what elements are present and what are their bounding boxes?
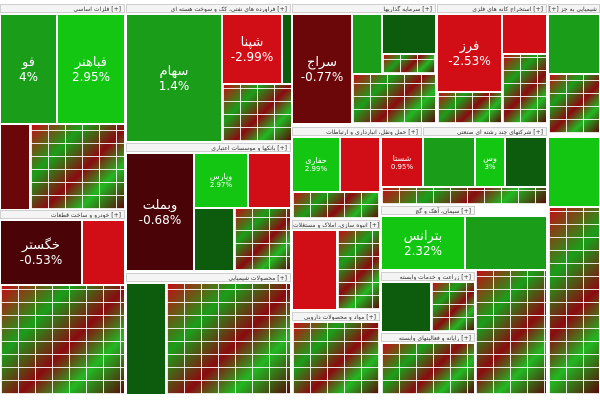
stock-tile[interactable]: فو 4% [0,14,57,124]
stock-tile[interactable] [82,220,125,285]
sector-header[interactable]: فراورده های نفتی، کک و سوخت هسته ای [+] [126,4,291,13]
stock-change: 3% [484,162,496,171]
stock-tile[interactable]: فرز -2.53% [437,14,502,92]
stock-symbol: وس [483,153,497,163]
sector-header[interactable]: استخراج کانه های فلزی [+] [437,4,547,13]
stock-tile-group[interactable] [166,283,291,395]
stock-tile[interactable]: وس 3% [475,137,505,187]
stock-tile[interactable]: شپنا -2.99% [222,14,282,84]
stock-tile[interactable] [0,124,30,210]
stock-change: -0.77% [300,69,344,84]
stock-tile[interactable] [423,137,475,187]
stock-change: 1.4% [158,78,190,93]
stock-tile-group[interactable] [337,230,380,310]
stock-tile[interactable]: وبملت -0.68% [126,153,194,271]
stock-tile[interactable]: خگستر -0.53% [0,220,82,285]
stock-tile[interactable] [502,14,547,54]
sector-header[interactable]: زراعت و خدمات وابسته [+] [381,272,475,281]
stock-tile-group[interactable] [381,187,547,205]
stock-symbol: سراج [306,54,338,70]
stock-tile-group[interactable] [292,192,380,219]
stock-tile[interactable] [282,14,292,84]
stock-tile[interactable] [126,283,166,395]
sector-header[interactable]: بانکها و موسسات اعتباری [+] [126,143,291,152]
stock-symbol: شپنا [240,34,264,50]
stock-tile[interactable]: فباهنر 2.95% [57,14,125,124]
stock-symbol: شستا [392,153,412,163]
stock-tile-group[interactable] [548,207,600,395]
stock-change: 4% [18,69,39,84]
stock-tile[interactable] [505,137,547,187]
stock-tile[interactable] [548,14,600,74]
stock-tile[interactable]: سراج -0.77% [292,14,352,124]
stock-change: 2.99% [304,165,328,173]
stock-symbol: سهام [159,63,189,79]
stock-change: -0.53% [19,253,63,267]
stock-symbol: بترانس [403,228,443,244]
sector-header[interactable]: مواد و محصولات دارویی [+] [292,312,380,321]
stock-tile-group[interactable] [30,124,125,210]
stock-change: 2.32% [403,243,443,258]
stock-tile-group[interactable] [222,84,292,142]
stock-tile-group[interactable] [234,208,291,271]
stock-change: -2.53% [448,53,491,68]
sector-header[interactable]: [+] شیمیایی به جز [548,4,600,13]
sector-header[interactable]: فلزات اساسی [+] [0,4,125,13]
stock-tile-group[interactable] [292,322,380,395]
stock-tile-group[interactable] [475,270,547,395]
stock-change: -0.68% [138,212,182,227]
sector-header[interactable]: رایانه و فعالیتهای وابسته [+] [381,333,475,342]
stock-tile[interactable]: وپارس 2.97% [194,153,248,208]
stock-tile[interactable] [465,216,547,270]
stock-tile[interactable] [548,137,600,207]
stock-tile[interactable]: سهام 1.4% [126,14,222,142]
stock-symbol: فباهنر [74,54,108,70]
stock-tile-group[interactable] [382,54,436,74]
stock-tile[interactable] [352,14,382,74]
stock-tile[interactable]: حفاری 2.99% [292,137,340,192]
sector-header[interactable]: خودرو و ساخت قطعات [+] [0,210,125,219]
stock-change: 2.95% [71,69,111,84]
stock-tile[interactable]: شستا 0.95% [381,137,423,187]
stock-symbol: فو [22,54,35,70]
sector-header[interactable]: محصولات شیمیایی [+] [126,273,291,282]
stock-tile-group[interactable] [0,285,125,395]
stock-tile-group[interactable] [431,282,475,332]
sector-header[interactable]: حمل ونقل، انبارداری و ارتباطات [+] [292,127,422,136]
stock-tile-group[interactable] [437,92,502,124]
stock-symbol: خگستر [22,238,60,253]
stock-tile[interactable] [194,208,234,271]
stock-tile-group[interactable] [548,74,600,134]
stock-tile[interactable] [248,153,291,208]
stock-symbol: وبملت [142,197,178,213]
stock-tile-group[interactable] [352,74,436,124]
stock-tile-group[interactable] [502,54,547,124]
stock-symbol: وپارس [209,172,233,181]
sector-header[interactable]: شرکتهای چند رشته ای صنعتی [+] [423,127,547,136]
stock-tile-group[interactable] [381,343,475,395]
stock-change: -2.99% [230,49,274,64]
sector-header[interactable]: سیمان، آهک و گچ [+] [381,206,475,215]
stock-change: 2.97% [209,181,233,189]
stock-symbol: حفاری [305,156,327,165]
stock-tile[interactable] [382,14,436,54]
stock-tile[interactable]: بترانس 2.32% [381,216,465,270]
sector-header[interactable]: انبوه سازی، املاک و مستغلات [+] [292,220,380,229]
stock-tile[interactable] [381,282,431,332]
stock-symbol: فرز [459,38,480,54]
stock-tile[interactable] [292,230,337,310]
stock-change: 0.95% [390,162,414,171]
sector-header[interactable]: سرمایه گذاریها [+] [292,4,436,13]
stock-tile[interactable] [340,137,380,192]
